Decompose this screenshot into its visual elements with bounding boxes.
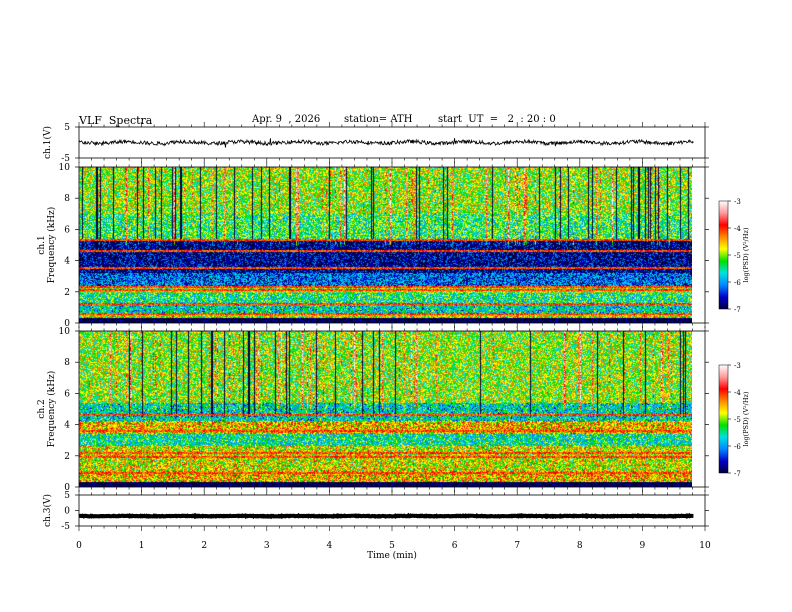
x-axis-label: Time (min) — [367, 550, 417, 561]
y-tick-label: 4 — [64, 257, 70, 267]
y-axis-label-ch1: ch.1Frequency (kHz) — [37, 207, 57, 284]
y-tick-label: 10 — [59, 163, 71, 173]
colorbar-tick-label: -7 — [734, 306, 741, 314]
x-tick-label: 9 — [640, 541, 646, 551]
x-tick-label: 2 — [201, 541, 207, 551]
y-axis-label-ch1: ch.1(V) — [42, 126, 53, 159]
colorbar-tick-label: -3 — [734, 198, 741, 206]
colorbar-tick-label: -7 — [734, 470, 741, 478]
x-tick-label: 10 — [699, 541, 711, 551]
header-date: Apr. 9 , 2026 — [252, 114, 321, 125]
colorbar-ch2 — [718, 364, 729, 474]
y-axis-label-line2: Frequency (kHz) — [46, 207, 57, 284]
colorbar-tick-label: -4 — [734, 225, 741, 233]
x-tick-label: 1 — [139, 541, 145, 551]
y-tick-label: 0 — [64, 507, 70, 517]
x-tick-label: 3 — [264, 541, 270, 551]
y-axis-label-line1: ch.1 — [37, 235, 47, 254]
colorbar-tick-label: -6 — [734, 279, 741, 287]
x-tick-label: 6 — [452, 541, 458, 551]
colorbar-ch1 — [718, 200, 729, 310]
y-tick-label: 2 — [64, 452, 70, 462]
y-tick-label: 0 — [64, 483, 70, 493]
colorbar-tick-label: -4 — [734, 389, 741, 397]
y-tick-label: 5 — [64, 491, 70, 501]
y-tick-label: 2 — [64, 288, 70, 298]
x-tick-label: 8 — [577, 541, 583, 551]
colorbar-tick-label: -5 — [734, 252, 741, 260]
y-tick-label: 8 — [64, 358, 70, 368]
y-axis-label-ch3: ch.3(V) — [42, 494, 53, 527]
header-start-time: start UT = 2 : 20 : 0 — [438, 114, 556, 125]
x-tick-label: 7 — [514, 541, 520, 551]
colorbar-tick-label: -3 — [734, 362, 741, 370]
y-tick-label: -5 — [61, 522, 70, 532]
y-tick-label: 6 — [64, 225, 70, 235]
y-tick-label: 0 — [64, 319, 70, 329]
y-tick-label: 4 — [64, 421, 70, 431]
x-tick-label: 5 — [389, 541, 395, 551]
y-tick-label: 10 — [59, 327, 71, 337]
y-axis-label-line2: Frequency (kHz) — [46, 371, 57, 448]
x-tick-label: 4 — [327, 541, 333, 551]
y-tick-label: 6 — [64, 389, 70, 399]
y-axis-label-ch2: ch.2Frequency (kHz) — [37, 371, 57, 448]
spectrogram-image-ch1 — [79, 167, 692, 323]
colorbar-label: log(PSD) (V²/Hz) — [742, 391, 750, 446]
panel-frame — [78, 494, 706, 527]
colorbar-tick-label: -6 — [734, 443, 741, 451]
colorbar-label: log(PSD) (V²/Hz) — [742, 227, 750, 282]
y-tick-label: 5 — [64, 123, 70, 133]
spectrogram-image-ch2 — [79, 331, 692, 487]
x-tick-label: 0 — [76, 541, 82, 551]
header-station: station= ATH — [344, 114, 413, 125]
y-tick-label: 8 — [64, 194, 70, 204]
colorbar-tick-label: -5 — [734, 416, 741, 424]
y-axis-label-line1: ch.2 — [37, 399, 47, 418]
waveform-line-ch1 — [78, 138, 694, 148]
y-tick-label: -5 — [61, 154, 70, 164]
waveform-line-ch3 — [78, 512, 694, 520]
